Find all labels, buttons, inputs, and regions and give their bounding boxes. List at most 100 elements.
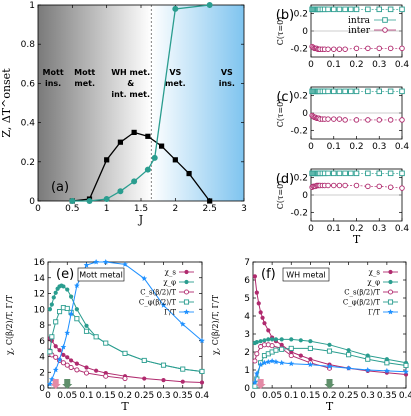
x-tick-label: 0.4 [395, 142, 410, 152]
data-point-b-inter-16 [376, 45, 383, 52]
data-point-e3-10 [103, 340, 109, 346]
data-point-b-intra-19 [399, 6, 405, 13]
data-point-c-inter-11 [331, 116, 337, 122]
panel-title: Mott metal [79, 271, 123, 280]
data-point-f4-8 [288, 360, 295, 367]
data-point-legend-f0-0 [388, 269, 393, 275]
data-point-e0-6 [69, 358, 74, 363]
x-tick-label: 0.2 [349, 60, 363, 70]
y-tick-label: 4 [39, 353, 45, 363]
data-point-e3-11 [122, 350, 128, 356]
data-point-legend-e3-0 [183, 299, 190, 305]
data-point-c-inter-16 [376, 117, 383, 123]
data-point-f1-7 [279, 337, 284, 342]
data-point-d-intra-18 [387, 170, 394, 177]
insulating-shading-right [151, 5, 244, 201]
data-point-b-intra-11 [331, 6, 337, 13]
data-point-e4-12 [141, 275, 148, 281]
region-label: ins. [45, 79, 61, 88]
data-point-d-inter-15 [365, 183, 371, 190]
data-point-b-inter-14 [353, 45, 360, 52]
x-tick-label: 0.3 [156, 391, 170, 401]
region-label: VS [221, 68, 233, 77]
panel-label: (e) [56, 267, 74, 282]
data-point-a0-7 [172, 157, 178, 163]
data-point-f3-10 [326, 348, 333, 354]
y-tick-label: 0 [302, 109, 308, 119]
panel-c: 0 0.1 0.2 0.3 0.4-0.200.2C(τ=0)(c) [276, 86, 410, 152]
data-point-c-inter-14 [353, 117, 360, 123]
data-point-e2-2 [53, 354, 59, 360]
x-tick-label: 0.15 [96, 391, 116, 401]
y-tick-label: 6 [244, 276, 250, 286]
x-tick-label: 0.25 [134, 391, 154, 401]
data-point-f4-1 [253, 370, 260, 377]
x-axis-label: T [121, 400, 129, 413]
x-tick-label: 0 [308, 60, 314, 70]
data-point-f4-10 [326, 363, 333, 369]
data-point-a1-6 [151, 154, 158, 161]
data-point-legend-inter-0 [382, 27, 388, 33]
panel-label: (b) [276, 8, 294, 23]
y-tick-label: 0.6 [21, 79, 36, 89]
data-point-f0-2 [256, 301, 261, 306]
data-point-legend-intra-0 [382, 17, 388, 23]
data-point-a1-3 [117, 188, 124, 195]
insulating-shading-left [38, 5, 152, 201]
x-axis-label: J [138, 213, 143, 226]
data-point-e2-4 [60, 360, 66, 366]
x-tick-label: 2 [172, 204, 178, 214]
x-tick-label: 0 [45, 391, 51, 401]
y-axis-label: χ, C(β/2)/T, Γ/T [5, 294, 14, 355]
x-tick-label: 0.4 [395, 60, 410, 70]
data-point-f0-0 [252, 274, 258, 279]
data-point-f3-8 [288, 345, 294, 351]
x-tick-label: 0.1 [284, 391, 298, 401]
data-point-f3-11 [346, 352, 352, 358]
data-point-e0-8 [84, 365, 89, 370]
data-point-a0-5 [145, 133, 151, 139]
region-label: int. met. [111, 90, 150, 99]
data-point-f4-4 [265, 358, 272, 365]
data-point-e0-15 [199, 380, 205, 385]
legend-label: χ_s [165, 269, 177, 277]
data-point-a1-5 [144, 166, 151, 173]
data-point-f1-9 [298, 338, 303, 343]
data-point-c-inter-15 [365, 117, 371, 123]
data-point-e4-7 [74, 282, 80, 289]
data-point-f3-14 [403, 362, 409, 369]
data-point-e0-2 [53, 344, 58, 349]
region-label: met. [165, 79, 186, 88]
y-tick-label: 2 [244, 348, 250, 358]
panel-a: 0 0.5 1 1.5 2 2.5 3 0 0.2 0.4 0.6 0.8 1 Mott ins. Mott m… [0, 1, 247, 226]
data-point-b-intra-18 [387, 6, 394, 13]
data-point-e3-1 [49, 334, 55, 340]
data-point-legend-f1-0 [388, 279, 393, 285]
data-point-d-intra-15 [353, 170, 360, 177]
y-tick-label: 0.2 [21, 158, 35, 168]
data-point-f3-9 [307, 345, 313, 351]
data-point-f4-0 [252, 379, 258, 386]
panel-title: WH metal [286, 271, 325, 280]
data-point-f3-0 [252, 383, 258, 389]
y-tick-label: 0.2 [294, 10, 308, 20]
data-point-c-intra-12 [336, 88, 343, 95]
y-tick-label: -0.2 [290, 44, 308, 54]
data-point-legend-e2-0 [183, 289, 190, 295]
data-point-d-inter-10 [325, 182, 331, 189]
x-tick-label: 1.5 [134, 204, 148, 214]
legend-label: Γ/T [368, 309, 380, 317]
data-point-e1-1 [49, 302, 54, 307]
data-point-c-intra-15 [353, 88, 360, 95]
y-tick-label: 12 [34, 290, 45, 300]
data-point-e0-9 [94, 368, 99, 373]
data-point-e4-14 [179, 321, 186, 327]
y-tick-label: 1 [244, 366, 250, 376]
x-tick-label: 1 [104, 204, 110, 214]
data-point-e1-10 [74, 307, 79, 312]
data-point-b-inter-12 [336, 46, 343, 52]
data-point-a0-8 [186, 170, 192, 177]
data-point-b-intra-15 [353, 6, 360, 13]
data-point-e3-9 [93, 334, 99, 340]
